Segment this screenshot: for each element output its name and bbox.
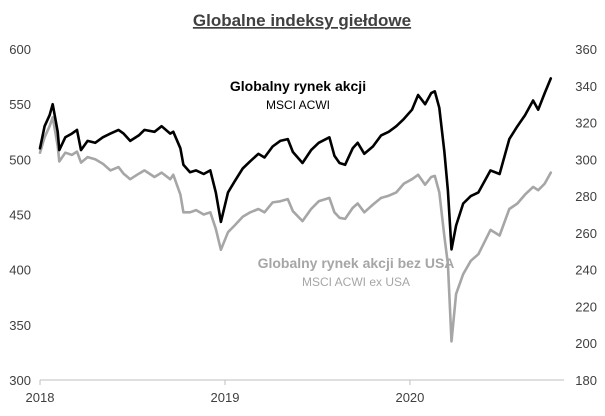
chart-series-lines bbox=[38, 77, 553, 343]
right-y-tick-label: 340 bbox=[575, 79, 597, 94]
annotation-acwi-title: Globalny rynek akcji bbox=[230, 78, 366, 94]
right-y-tick-label: 300 bbox=[575, 152, 597, 167]
annotation-acwi-ex-usa-title: Globalny rynek akcji bez USA bbox=[258, 255, 455, 271]
right-y-tick-label: 240 bbox=[575, 263, 597, 278]
right-y-tick-label: 320 bbox=[575, 116, 597, 131]
chart-axes: 2018 2019 2020 300 350 400 450 500 550 600 180 200 2… bbox=[9, 42, 597, 405]
right-y-tick-label: 180 bbox=[575, 373, 597, 388]
right-y-tick-label: 280 bbox=[575, 189, 597, 204]
right-y-tick-label: 360 bbox=[575, 42, 597, 57]
x-tick-label: 2018 bbox=[26, 390, 55, 405]
right-y-tick-label: 200 bbox=[575, 336, 597, 351]
right-y-tick-label: 220 bbox=[575, 299, 597, 314]
left-y-tick-label: 300 bbox=[9, 373, 31, 388]
series-line-msci-acwi bbox=[38, 77, 553, 251]
left-y-tick-label: 500 bbox=[9, 152, 31, 167]
x-tick-label: 2020 bbox=[395, 390, 424, 405]
annotation-acwi-subtitle: MSCI ACWI bbox=[266, 98, 330, 112]
chart-title: Globalne indeksy giełdowe bbox=[193, 11, 411, 30]
left-y-tick-label: 350 bbox=[9, 318, 31, 333]
right-y-tick-label: 260 bbox=[575, 226, 597, 241]
left-y-tick-label: 550 bbox=[9, 97, 31, 112]
x-tick-label: 2019 bbox=[211, 390, 240, 405]
left-y-tick-label: 400 bbox=[9, 263, 31, 278]
left-y-tick-label: 450 bbox=[9, 208, 31, 223]
annotation-acwi-ex-usa-subtitle: MSCI ACWI ex USA bbox=[302, 275, 410, 289]
left-y-tick-label: 600 bbox=[9, 42, 31, 57]
chart-annotations: Globalny rynek akcji MSCI ACWI Globalny … bbox=[230, 78, 455, 289]
series-line-msci-acwi-ex-usa bbox=[38, 116, 553, 343]
